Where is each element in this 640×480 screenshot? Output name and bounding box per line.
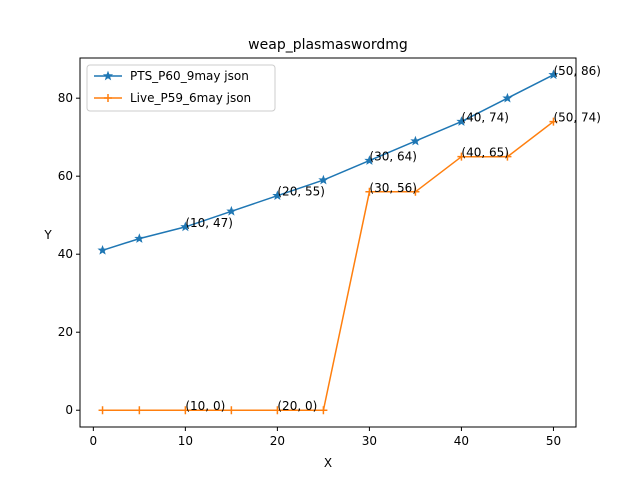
data-point: [181, 406, 190, 415]
legend-label: PTS_P60_9may json: [130, 69, 249, 83]
data-point: [548, 69, 559, 80]
data-point: [272, 190, 283, 201]
data-label: (40, 65): [461, 146, 509, 160]
x-tick-label: 50: [546, 434, 561, 448]
legend-marker: [104, 94, 112, 102]
legend-box: [86, 64, 276, 112]
data-point: [134, 233, 145, 243]
data-point: [549, 117, 558, 126]
x-tick-label: 40: [454, 434, 469, 448]
data-label: (30, 56): [369, 181, 417, 195]
data-label: (10, 47): [185, 216, 233, 230]
data-point: [456, 116, 467, 126]
x-tick-label: 10: [178, 434, 193, 448]
legend-marker: [102, 70, 114, 81]
data-point: [457, 152, 466, 161]
data-label: (40, 74): [461, 111, 509, 125]
data-point: [364, 155, 375, 165]
data-point: [365, 187, 374, 196]
data-point: [319, 406, 328, 415]
data-point: [226, 205, 237, 216]
data-label: (20, 55): [277, 185, 325, 199]
y-tick-label: 40: [58, 247, 73, 261]
data-point: [273, 406, 282, 415]
data-label: (50, 74): [553, 111, 601, 125]
data-label: (30, 64): [369, 150, 417, 164]
y-tick-label: 60: [58, 169, 73, 183]
x-tick-label: 0: [90, 434, 98, 448]
y-tick-label: 0: [65, 403, 73, 417]
data-point: [135, 406, 144, 415]
data-point: [503, 152, 512, 161]
plot-frame: [79, 57, 577, 428]
data-point: [411, 187, 420, 196]
legend: PTS_P60_9may json Live_P59_6may json: [86, 64, 276, 112]
data-label: (20, 0): [277, 399, 317, 413]
data-label: (10, 0): [185, 399, 225, 413]
chart-title: weap_plasmaswordmg: [248, 37, 408, 53]
y-axis-label: Y: [43, 228, 52, 242]
series-line-2: [102, 120, 554, 411]
legend-label: Live_P59_6may json: [130, 91, 251, 105]
data-point: [98, 406, 107, 415]
y-tick-label: 20: [58, 325, 73, 339]
data-point: [318, 174, 329, 185]
data-point: [97, 244, 108, 255]
data-point: [502, 92, 513, 103]
data-point: [180, 221, 191, 232]
x-axis-label: X: [324, 456, 332, 470]
data-label: (50, 86): [553, 64, 601, 78]
x-tick-label: 30: [362, 434, 377, 448]
y-tick-label: 80: [58, 91, 73, 105]
plot-area: (10, 47) (20, 55) (30, 64) (40, 74) (50, 86)…: [97, 64, 601, 415]
x-tick-label: 20: [270, 434, 285, 448]
data-point: [227, 406, 236, 415]
data-point: [410, 135, 421, 146]
